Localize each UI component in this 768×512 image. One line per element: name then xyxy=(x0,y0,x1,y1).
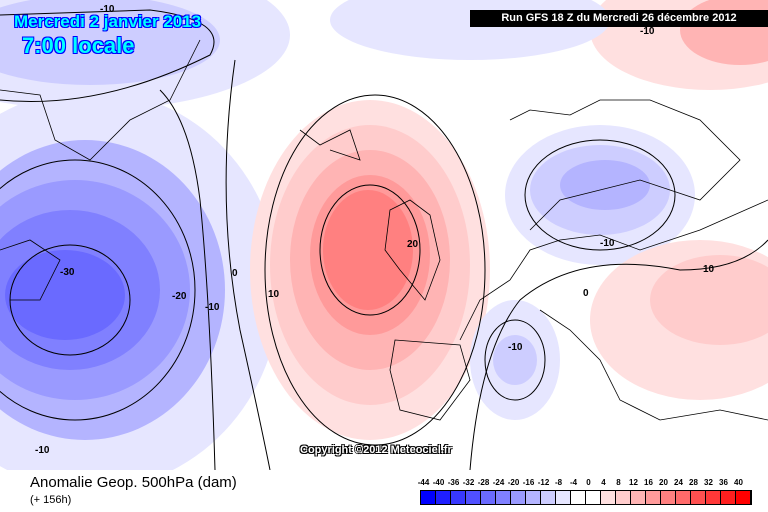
legend-label: -40 xyxy=(432,478,445,487)
legend-swatch xyxy=(601,491,616,504)
legend-swatch xyxy=(691,491,706,504)
legend-swatch xyxy=(676,491,691,504)
legend-label: 28 xyxy=(689,478,698,487)
legend-label: -4 xyxy=(569,478,578,487)
legend-swatch xyxy=(646,491,661,504)
legend-label: -8 xyxy=(554,478,563,487)
contour-label: 10 xyxy=(268,289,280,300)
legend-label: -32 xyxy=(462,478,475,487)
copyright: Copyright ©2012 Meteociel.fr xyxy=(300,444,452,456)
legend-swatch xyxy=(556,491,571,504)
contour-label: -10 xyxy=(205,302,220,313)
legend-swatch xyxy=(466,491,481,504)
forecast-time: 7:00 locale xyxy=(22,33,135,58)
forecast-date: Mercredi 2 janvier 2013 xyxy=(14,12,202,31)
legend-label: 20 xyxy=(659,478,668,487)
legend-label: 8 xyxy=(616,478,621,487)
legend-swatch xyxy=(586,491,601,504)
legend-labels: -44 -40 -36 -32 -28 -24 -20 -16 -12 -8 -4 0 4 8 12 16 20… xyxy=(416,478,752,490)
contour-label: 0 xyxy=(232,268,238,279)
forecast-step: (+ 156h) xyxy=(30,494,72,506)
legend-label: -36 xyxy=(447,478,460,487)
legend-label: 40 xyxy=(734,478,743,487)
legend-label: 32 xyxy=(704,478,713,487)
contour-label: -10 xyxy=(35,445,50,456)
legend-swatch xyxy=(616,491,631,504)
contour-labels: -10 -10 -30 -20 -10 0 10 20 -10 10 0 -10… xyxy=(35,4,715,456)
contour-label: -10 xyxy=(100,4,115,15)
legend-label: 16 xyxy=(644,478,653,487)
legend-swatch xyxy=(481,491,496,504)
contour-label: -30 xyxy=(60,267,75,278)
legend-swatch xyxy=(526,491,541,504)
legend-label: 36 xyxy=(719,478,728,487)
contour-label: 0 xyxy=(583,288,589,299)
map-title: Anomalie Geop. 500hPa (dam) xyxy=(30,474,237,491)
legend-label: -44 xyxy=(417,478,430,487)
legend-swatch xyxy=(631,491,646,504)
contour-label: -10 xyxy=(600,238,615,249)
contours xyxy=(0,9,768,470)
run-info: Run GFS 18 Z du Mercredi 26 décembre 201… xyxy=(470,10,768,27)
legend-swatches xyxy=(420,490,752,505)
legend-swatch xyxy=(541,491,556,504)
legend-swatch xyxy=(721,491,736,504)
legend-label: -12 xyxy=(537,478,550,487)
legend-swatch xyxy=(706,491,721,504)
anomaly-fields xyxy=(0,0,768,470)
legend-label: -20 xyxy=(507,478,520,487)
anomaly-map: -10 -10 -30 -20 -10 0 10 20 -10 10 0 -10… xyxy=(0,0,768,470)
legend-label: 0 xyxy=(586,478,591,487)
contour-label: -20 xyxy=(172,291,187,302)
contour-label: -10 xyxy=(640,26,655,37)
contour-label: 20 xyxy=(407,239,419,250)
legend-swatch xyxy=(511,491,526,504)
color-legend: -44 -40 -36 -32 -28 -24 -20 -16 -12 -8 -4 0 4 8 12 16 20… xyxy=(416,478,752,505)
legend-label: -16 xyxy=(522,478,535,487)
legend-label: 4 xyxy=(601,478,606,487)
legend-swatch xyxy=(451,491,466,504)
legend-label: 24 xyxy=(674,478,683,487)
contour-label: 10 xyxy=(703,264,715,275)
legend-swatch xyxy=(571,491,586,504)
coastlines xyxy=(0,39,768,421)
legend-swatch xyxy=(661,491,676,504)
legend-label: 12 xyxy=(629,478,638,487)
legend-swatch xyxy=(496,491,511,504)
legend-label: -24 xyxy=(492,478,505,487)
legend-label: -28 xyxy=(477,478,490,487)
legend-swatch xyxy=(436,491,451,504)
legend-swatch xyxy=(421,491,436,504)
legend-swatch xyxy=(736,491,751,504)
contour-label: -10 xyxy=(508,342,523,353)
